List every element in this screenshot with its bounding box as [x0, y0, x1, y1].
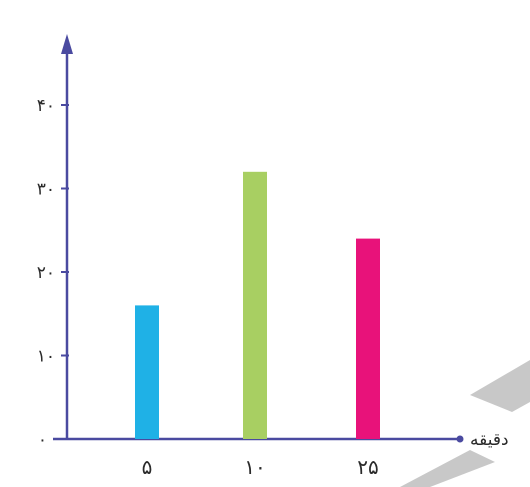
y-tick-label: ۳۰ [37, 180, 55, 200]
watermark-shape-lower [400, 450, 495, 487]
y-tick-label: ۱۰ [37, 347, 55, 367]
x-tick-labels: ۵ ۱۰ ۲۵ [142, 455, 379, 479]
y-tick-label: ۰ [38, 430, 47, 450]
bar-2 [243, 171, 267, 440]
bars [135, 171, 380, 440]
x-axis-end-marker [456, 435, 464, 443]
y-tick-label: ۴۰ [37, 96, 55, 116]
x-tick-label: ۱۰ [244, 455, 265, 479]
bar-3 [356, 238, 380, 439]
y-tick-label: ۲۰ [37, 263, 55, 283]
y-axis-arrow [61, 34, 73, 54]
x-tick-label: ۲۵ [357, 455, 378, 479]
watermark-shape [470, 360, 530, 412]
bar-1 [135, 305, 159, 439]
y-ticks: ۰ ۱۰ ۲۰ ۳۰ ۴۰ [37, 96, 69, 450]
x-tick-label: ۵ [142, 455, 153, 479]
x-axis-label: دقیقه [470, 430, 509, 450]
